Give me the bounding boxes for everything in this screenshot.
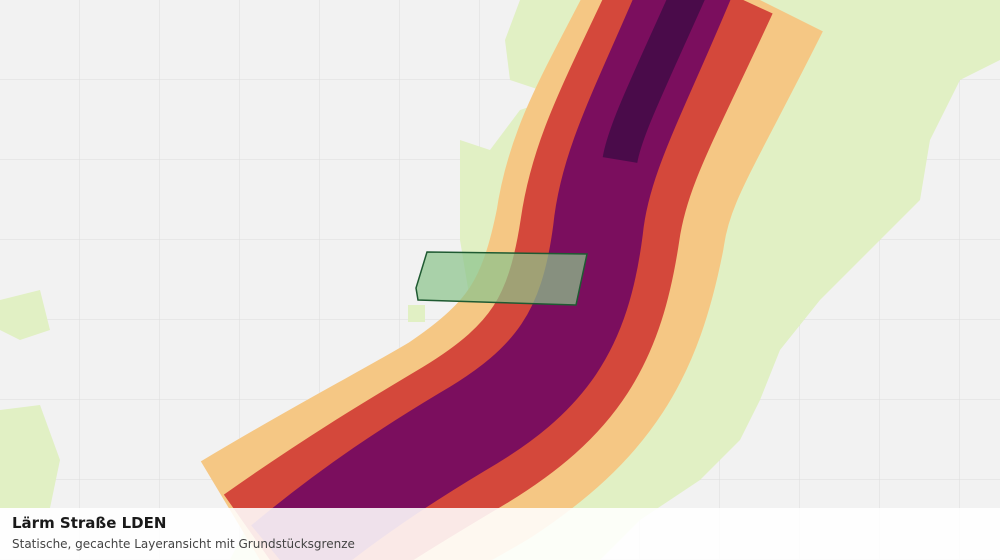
map-subtitle: Statische, gecachte Layeransicht mit Gru…: [12, 537, 355, 551]
band-70db: [602, 0, 705, 164]
parcel-boundary: [415, 251, 588, 306]
caption-bar: Lärm Straße LDEN Statische, gecachte Lay…: [0, 508, 1000, 560]
noise-bands: [200, 0, 823, 560]
map-title: Lärm Straße LDEN: [12, 514, 167, 532]
